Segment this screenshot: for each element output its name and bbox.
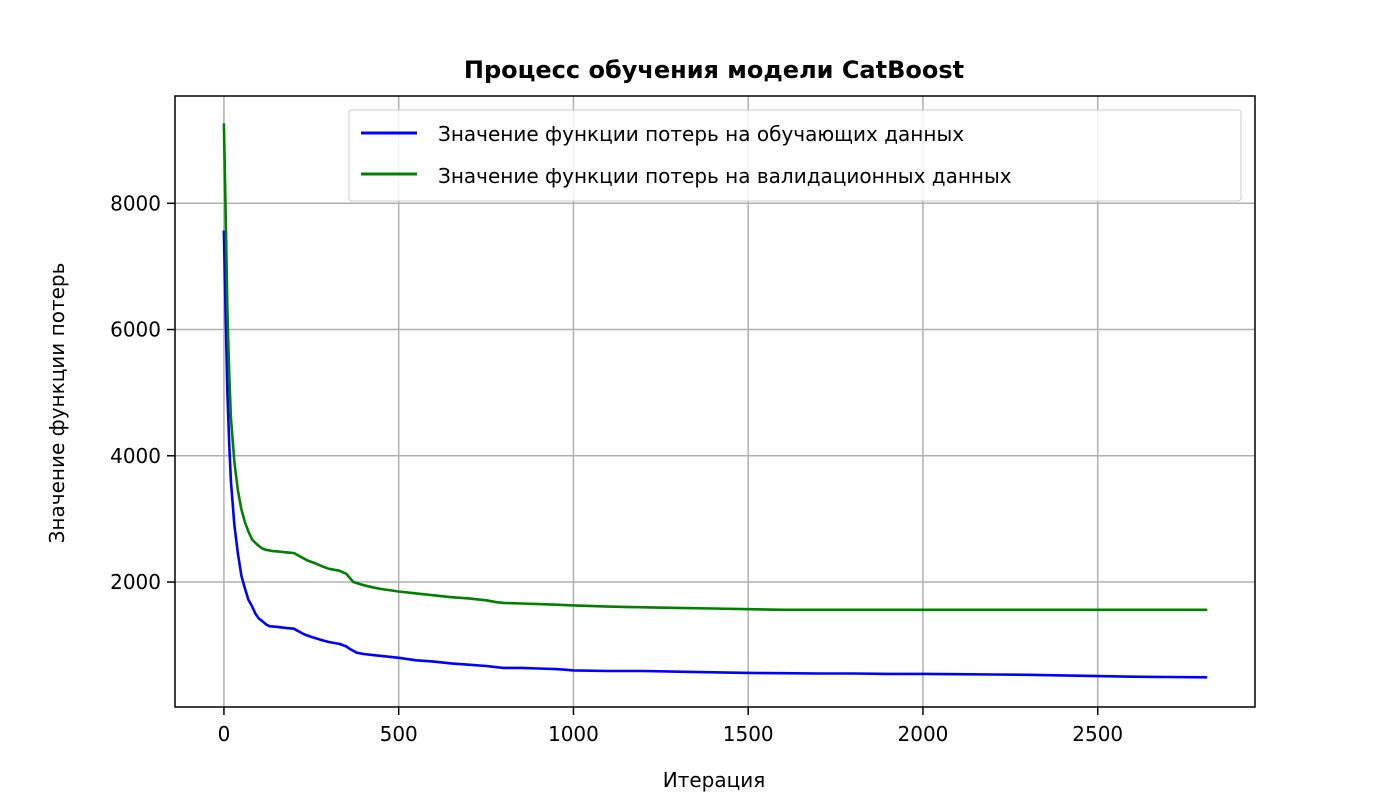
- y-axis-label: Значение функции потерь: [45, 263, 69, 544]
- x-tick-label: 500: [380, 722, 418, 746]
- validation-loss-line: [222, 123, 1208, 612]
- x-tick-label: 1500: [723, 722, 774, 746]
- legend: Значение функции потерь на обучающих дан…: [348, 109, 1242, 202]
- x-tick-label: 1000: [548, 722, 599, 746]
- chart-title: Процесс обучения модели CatBoost: [464, 56, 964, 84]
- train-loss-line: [222, 230, 1208, 679]
- legend-label-train: Значение функции потерь на обучающих дан…: [438, 122, 964, 146]
- x-tick-label: 0: [218, 722, 231, 746]
- series-lines: [222, 123, 1208, 679]
- y-tick-label: 4000: [110, 444, 161, 468]
- y-tick-label: 2000: [110, 570, 161, 594]
- x-tick-label: 2000: [898, 722, 949, 746]
- y-tick-label: 8000: [110, 191, 161, 215]
- x-axis-label: Итерация: [663, 768, 766, 792]
- legend-label-validation: Значение функции потерь на валидационных…: [438, 164, 1012, 188]
- x-axis-ticks: 0 500 1000 1500 2000 2500: [218, 707, 1123, 746]
- plot-area-frame: [174, 95, 1256, 708]
- x-tick-label: 2500: [1072, 722, 1123, 746]
- y-tick-label: 6000: [110, 318, 161, 342]
- legend-box: [348, 109, 1242, 202]
- y-axis-ticks: 2000 4000 6000 8000: [110, 191, 175, 594]
